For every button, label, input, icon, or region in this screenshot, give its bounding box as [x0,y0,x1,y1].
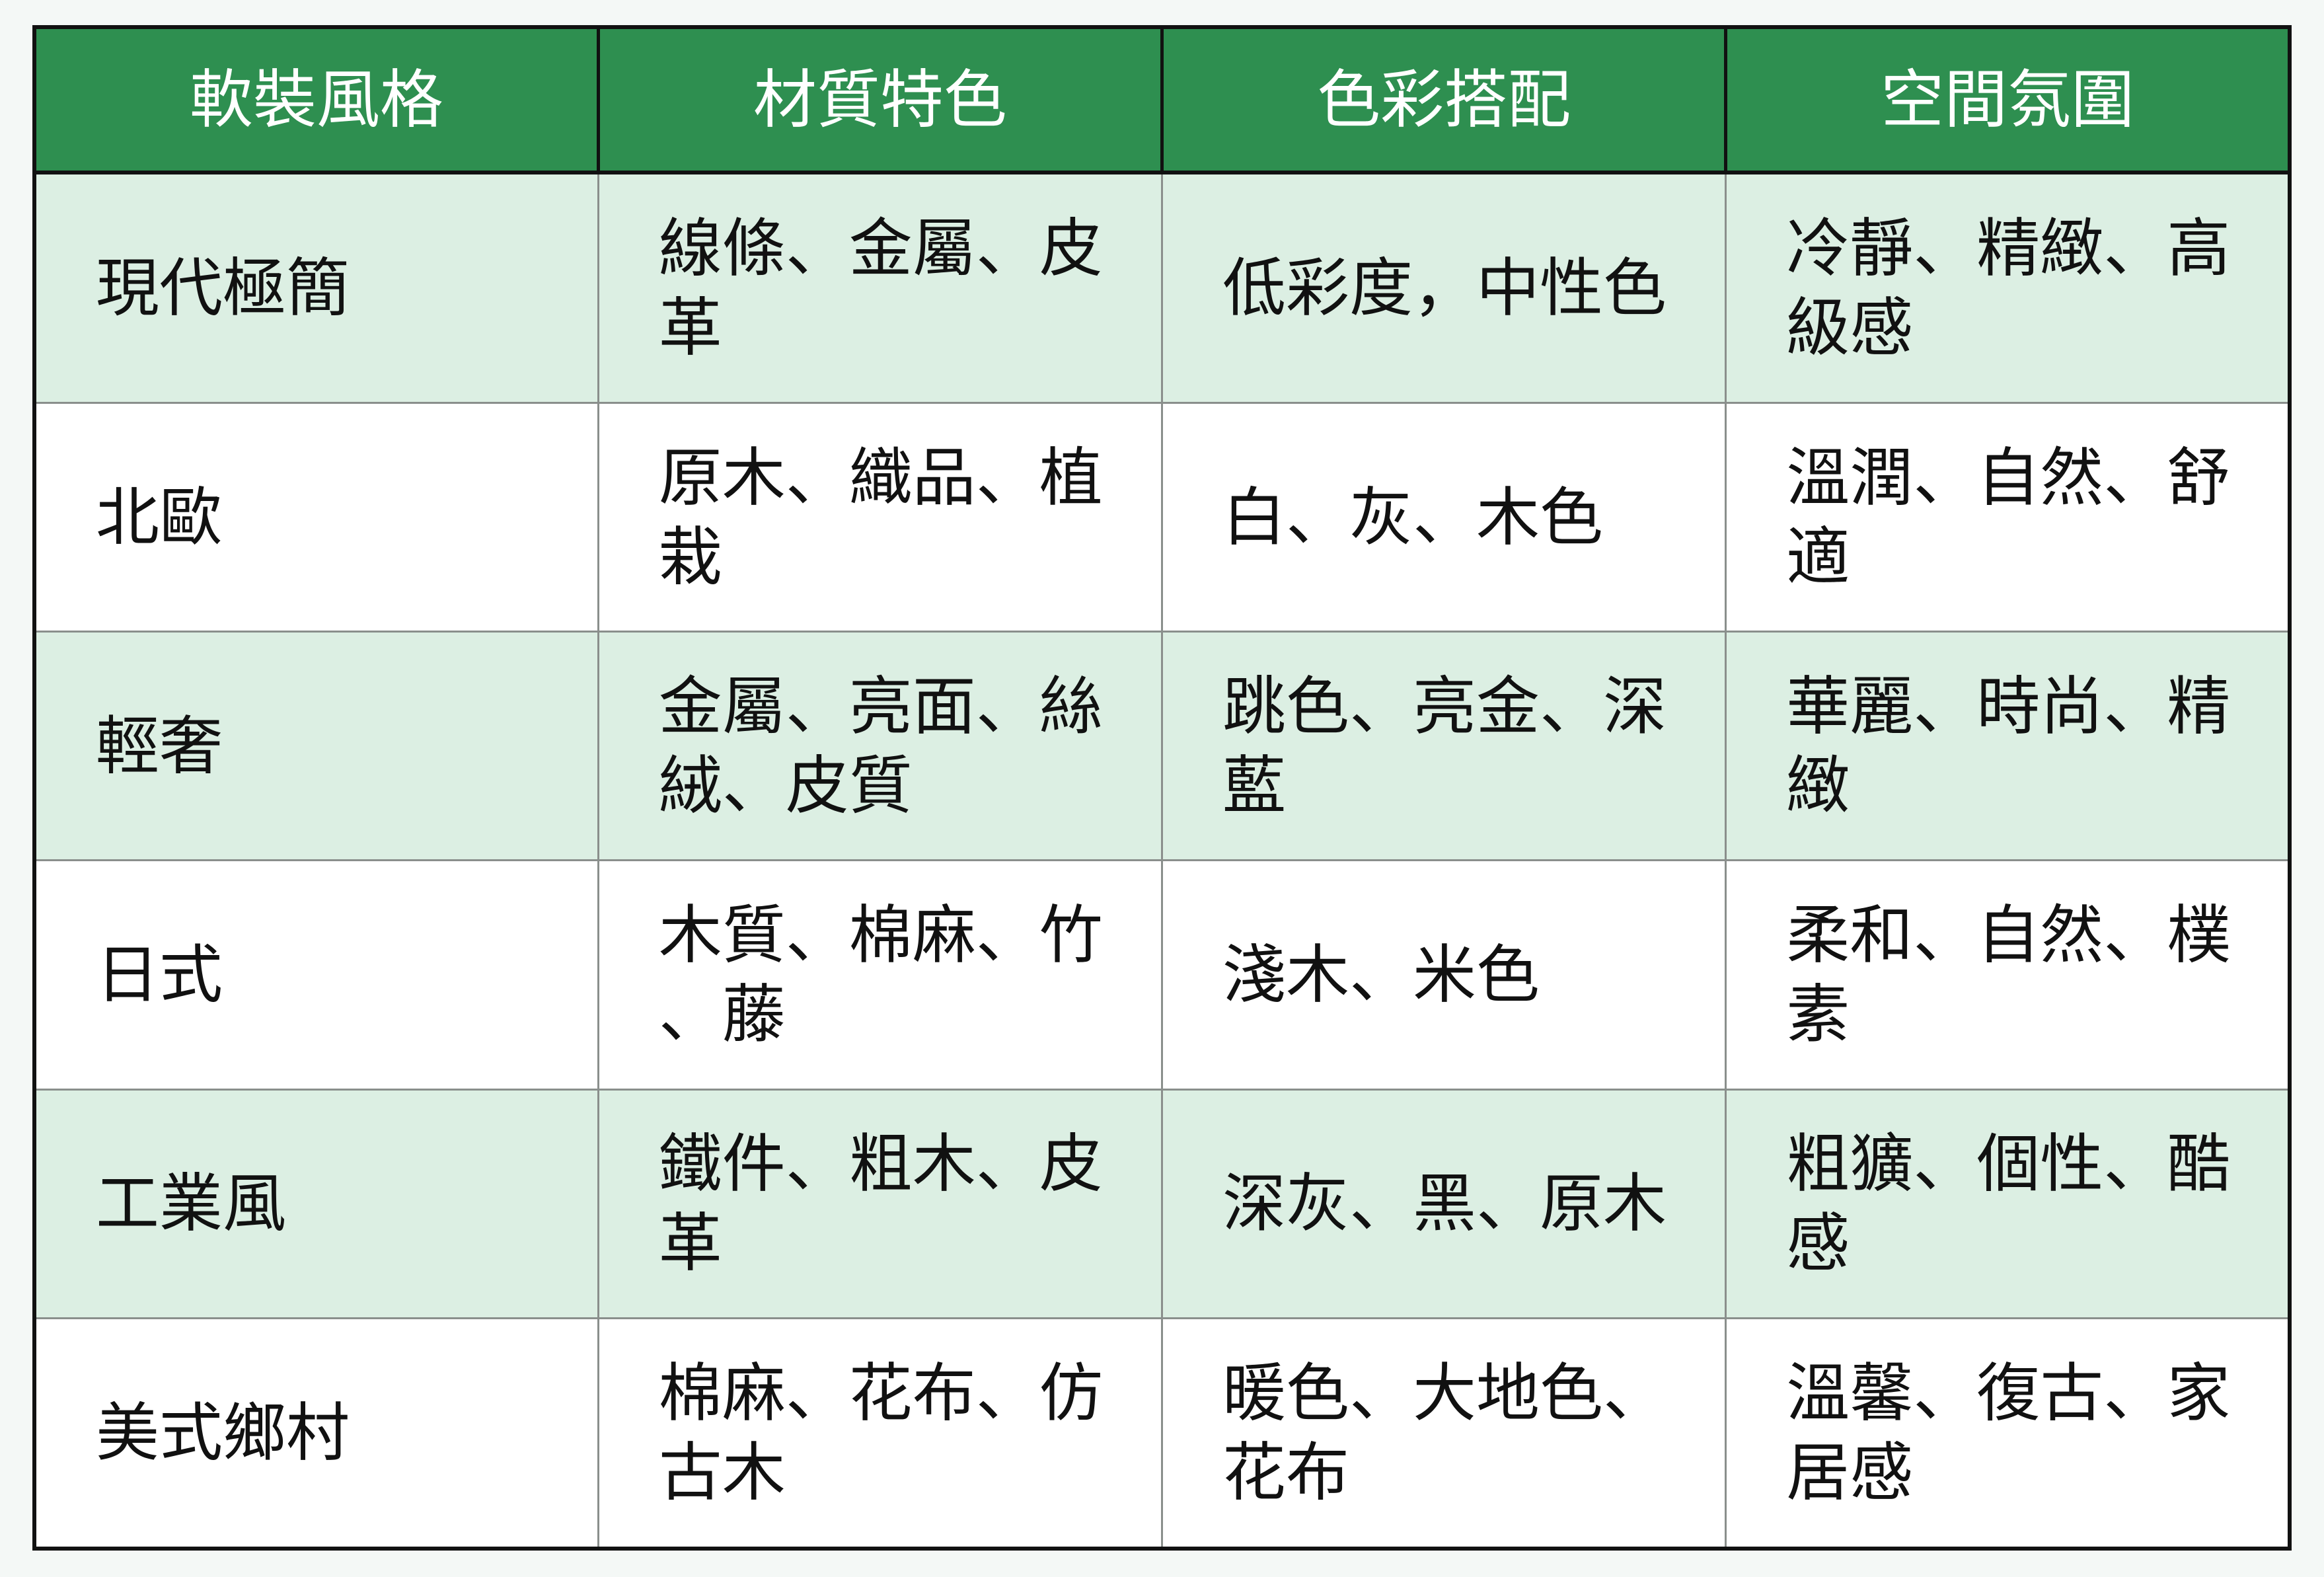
cell-color: 暖色、大地色、花布 [1160,1317,1727,1550]
cell-material: 線條、金屬、皮革 [597,171,1164,404]
cell-color: 跳色、亮金、深藍 [1160,631,1727,862]
cell-color: 淺木、米色 [1160,859,1727,1091]
header-color: 色彩搭配 [1160,26,1728,174]
table-row: 工業風 鐵件、粗木、皮革 深灰、黑、原木 粗獷、個性、酷感 [33,1088,2291,1320]
cell-style: 日式 [33,859,599,1091]
cell-material: 木質、棉麻、竹、藤 [597,859,1164,1091]
cell-style: 工業風 [33,1088,599,1320]
cell-style: 輕奢 [33,631,599,862]
cell-material: 鐵件、粗木、皮革 [597,1088,1164,1320]
cell-color: 白、灰、木色 [1160,401,1727,633]
table-row: 北歐 原木、織品、植栽 白、灰、木色 溫潤、自然、舒適 [33,401,2291,633]
cell-material: 原木、織品、植栽 [597,401,1164,633]
cell-style: 現代極簡 [33,171,599,404]
table-row: 美式鄉村 棉麻、花布、仿古木 暖色、大地色、花布 溫馨、復古、家居感 [33,1317,2291,1550]
cell-atmosphere: 溫潤、自然、舒適 [1725,401,2291,633]
table-row: 日式 木質、棉麻、竹、藤 淺木、米色 柔和、自然、樸素 [33,859,2291,1091]
cell-color: 深灰、黑、原木 [1160,1088,1727,1320]
style-comparison-table: 軟裝風格 材質特色 色彩搭配 空間氛圍 現代極簡 線條、金屬、皮革 低彩度，中性色冷… [32,25,2292,1551]
header-material: 材質特色 [596,26,1164,174]
cell-material: 金屬、亮面、絲絨、皮質 [597,631,1164,862]
table-row: 現代極簡 線條、金屬、皮革 低彩度，中性色 冷靜、精緻、高級感 [33,171,2291,404]
cell-color: 低彩度，中性色 [1160,171,1727,404]
cell-atmosphere: 冷靜、精緻、高級感 [1725,171,2291,404]
cell-style: 北歐 [33,401,599,633]
cell-atmosphere: 粗獷、個性、酷感 [1725,1088,2291,1320]
cell-atmosphere: 柔和、自然、樸素 [1725,859,2291,1091]
header-atmosphere: 空間氛圍 [1724,26,2292,174]
header-row: 軟裝風格 材質特色 色彩搭配 空間氛圍 [32,26,2292,174]
cell-atmosphere: 溫馨、復古、家居感 [1725,1317,2291,1550]
cell-atmosphere: 華麗、時尚、精緻 [1725,631,2291,862]
header-style: 軟裝風格 [32,26,600,174]
cell-style: 美式鄉村 [33,1317,599,1550]
cell-material: 棉麻、花布、仿古木 [597,1317,1164,1550]
table-row: 輕奢 金屬、亮面、絲絨、皮質 跳色、亮金、深藍 華麗、時尚、精緻 [33,631,2291,862]
